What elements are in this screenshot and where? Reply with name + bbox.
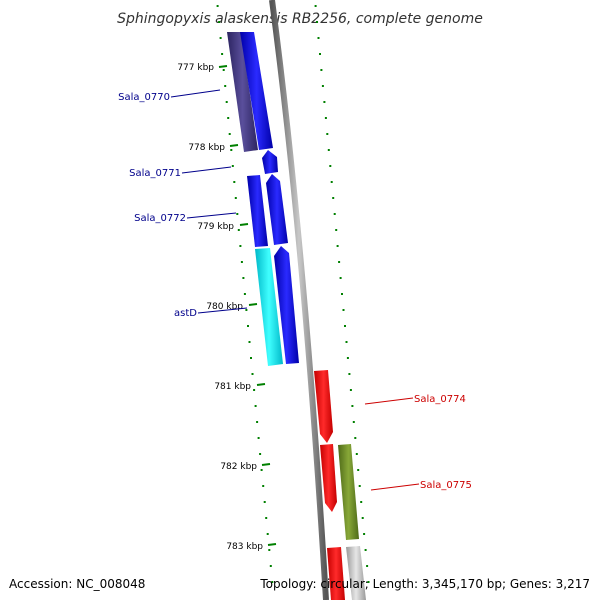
cog-feature-sala-0772[interactable] (247, 175, 268, 247)
reverse-strand-track (314, 370, 345, 600)
cog-feature-astd[interactable] (255, 248, 283, 366)
kbp-tick (248, 303, 258, 306)
gene-leader-astd (197, 307, 248, 314)
kbp-tick (218, 65, 228, 68)
topology-summary: Topology: circular; Length: 3,345,170 bp… (260, 577, 590, 591)
kbp-label: 780 kbp (206, 302, 243, 312)
gene-sala-0771[interactable] (262, 150, 278, 174)
kbp-tick (261, 463, 271, 466)
gene-leader-sala-0771 (181, 166, 232, 174)
gene-sala-0774[interactable] (314, 370, 333, 443)
gene-leader-sala-0770 (170, 89, 221, 98)
gene-label-sala-0774[interactable]: Sala_0774 (414, 394, 466, 405)
kbp-label: 782 kbp (220, 462, 257, 472)
cog-track-right (338, 444, 366, 600)
gene-leader-sala-0774 (364, 397, 414, 405)
kbp-tick (239, 223, 249, 226)
cog-feature-sala-0770[interactable] (227, 32, 258, 152)
forward-strand-track (240, 32, 299, 364)
genome-backbone (269, 0, 329, 600)
gene-astd[interactable] (274, 246, 299, 364)
reverse-gene-labels: Sala_0774 Sala_0775 (364, 394, 472, 491)
kbp-tick (229, 144, 239, 147)
gene-label-sala-0771[interactable]: Sala_0771 (129, 168, 181, 179)
gene-sala-0772[interactable] (266, 174, 288, 245)
cog-feature-grey[interactable] (346, 546, 366, 600)
kbp-label: 778 kbp (188, 143, 225, 153)
kbp-ruler: 777 kbp 778 kbp 779 kbp 780 kbp 781 kbp … (177, 63, 277, 552)
gene-sala-0775[interactable] (320, 444, 337, 512)
cog-track (227, 32, 283, 366)
cog-feature-sala-0775[interactable] (338, 444, 359, 540)
gene-leader-sala-0772 (186, 212, 237, 219)
gene-label-astd[interactable]: astD (174, 308, 197, 319)
left-tick-ladder (216, 5, 274, 583)
gene-sala-0770[interactable] (240, 32, 273, 150)
kbp-tick (267, 543, 277, 546)
accession-label: Accession: NC_008048 (9, 577, 146, 591)
gene-red-partial[interactable] (327, 547, 345, 600)
gene-label-sala-0775[interactable]: Sala_0775 (420, 480, 472, 491)
kbp-label: 779 kbp (197, 222, 234, 232)
map-title: Sphingopyxis alaskensis RB2256, complete… (117, 11, 483, 27)
kbp-label: 781 kbp (214, 382, 251, 392)
right-tick-ladder (314, 5, 370, 583)
gene-leader-sala-0775 (370, 483, 420, 491)
kbp-tick (256, 383, 266, 386)
gene-label-sala-0770[interactable]: Sala_0770 (118, 92, 170, 103)
forward-gene-labels: Sala_0770 Sala_0771 Sala_0772 astD (118, 89, 248, 319)
kbp-label: 777 kbp (177, 63, 214, 73)
gene-label-sala-0772[interactable]: Sala_0772 (134, 213, 186, 224)
kbp-label: 783 kbp (226, 542, 263, 552)
